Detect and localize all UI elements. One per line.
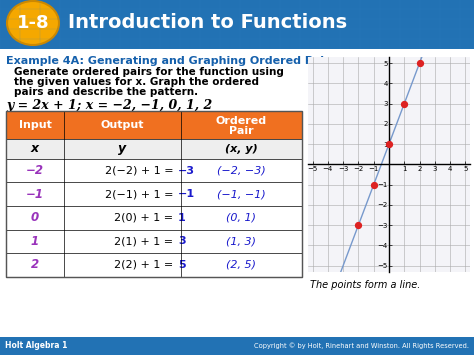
Point (416, 60, 423, 66)
Text: (1, 3): (1, 3) (227, 236, 256, 246)
Text: 1: 1 (178, 213, 186, 223)
Text: 1-8: 1-8 (17, 14, 49, 32)
Text: y: y (118, 142, 127, 155)
Text: Pair: Pair (229, 126, 254, 136)
Point (401, 101, 408, 106)
FancyBboxPatch shape (0, 0, 474, 49)
Text: Introduction to Functions: Introduction to Functions (68, 13, 347, 33)
FancyBboxPatch shape (6, 139, 302, 159)
Text: −1: −1 (26, 188, 44, 201)
Text: 2(1) + 1 =: 2(1) + 1 = (114, 236, 177, 246)
Text: Input: Input (18, 120, 52, 130)
Text: (−1, −1): (−1, −1) (217, 189, 266, 199)
Text: (2, 5): (2, 5) (227, 260, 256, 270)
Text: −3: −3 (178, 165, 195, 176)
Text: 5: 5 (178, 260, 186, 270)
Text: (−2, −3): (−2, −3) (217, 165, 266, 176)
Text: 1: 1 (31, 235, 39, 248)
Point (370, 182, 377, 187)
Text: The points form a line.: The points form a line. (310, 280, 420, 290)
FancyBboxPatch shape (6, 111, 302, 277)
Text: 2(2) + 1 =: 2(2) + 1 = (114, 260, 177, 270)
Text: Output: Output (101, 120, 144, 130)
Text: Ordered: Ordered (216, 116, 267, 126)
FancyBboxPatch shape (6, 111, 302, 139)
Text: the given values for x. Graph the ordered: the given values for x. Graph the ordere… (14, 77, 259, 87)
FancyBboxPatch shape (0, 337, 474, 355)
Text: −1: −1 (178, 189, 195, 199)
Text: pairs and describe the pattern.: pairs and describe the pattern. (14, 87, 198, 97)
Text: Example 4A: Generating and Graphing Ordered Pairs: Example 4A: Generating and Graphing Orde… (6, 56, 336, 66)
Text: (x, y): (x, y) (225, 144, 258, 154)
Text: 2(0) + 1 =: 2(0) + 1 = (114, 213, 177, 223)
Point (385, 141, 393, 147)
Text: Copyright © by Holt, Rinehart and Winston. All Rights Reserved.: Copyright © by Holt, Rinehart and Winsto… (254, 343, 469, 349)
Text: x: x (31, 142, 39, 155)
Ellipse shape (7, 1, 59, 45)
Text: y = 2x + 1; x = −2, −1, 0, 1, 2: y = 2x + 1; x = −2, −1, 0, 1, 2 (6, 99, 212, 112)
Point (355, 222, 362, 228)
Text: (0, 1): (0, 1) (227, 213, 256, 223)
Text: 2(−1) + 1 =: 2(−1) + 1 = (105, 189, 177, 199)
Text: 3: 3 (178, 236, 186, 246)
Text: 0: 0 (31, 211, 39, 224)
Text: Generate ordered pairs for the function using: Generate ordered pairs for the function … (14, 67, 284, 77)
Text: 2(−2) + 1 =: 2(−2) + 1 = (105, 165, 177, 176)
Text: Holt Algebra 1: Holt Algebra 1 (5, 341, 67, 350)
Text: −2: −2 (26, 164, 44, 177)
Text: 2: 2 (31, 258, 39, 271)
